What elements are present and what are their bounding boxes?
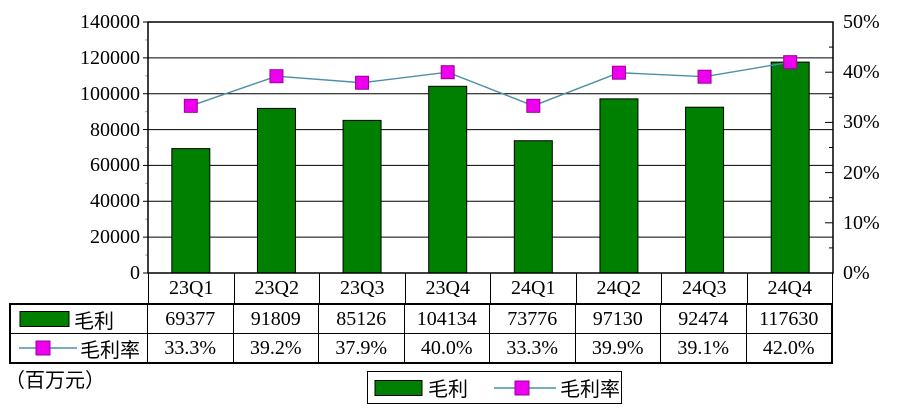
gross-profit-row-value-24Q3: 92474 [661,305,747,333]
legend-line-marker-swatch [494,379,556,397]
right-axis-tick-label: 40% [843,61,880,84]
right-axis-tick-label: 10% [843,211,880,234]
marker-24Q2 [611,65,626,80]
gross-profit-row: 毛利 69377 91809 85126 104134 73776 97130 92474 11… [11,305,831,333]
gross-margin-row: 毛利率 33.3% 39.2% 37.9% 40.0% 33.3% 39.9% 39.1% 42… [11,333,831,362]
right-axis-tick-label: 50% [843,11,880,33]
left-axis-tick-label: 60000 [90,154,140,177]
gross-margin-row-series-name: 毛利率 [80,339,140,362]
unit-label: （百万元） [5,370,105,392]
marker-23Q1 [183,98,198,113]
gross-margin-row-value-23Q3: 37.9% [319,334,405,362]
category-header-row: 23Q1 23Q2 23Q3 23Q4 24Q1 24Q2 24Q3 24Q4 [148,273,833,303]
gross-margin-row-label-cell: 毛利率 [11,334,148,362]
gross-margin-row-value-24Q3: 39.1% [661,334,747,362]
marker-23Q2 [269,69,284,84]
left-axis-tick-label: 20000 [90,226,140,249]
right-axis-tick-label: 20% [843,161,880,184]
category-cell-23Q1: 23Q1 [149,273,235,303]
left-axis-tick-label: 100000 [80,82,140,105]
category-cell-24Q3: 24Q3 [662,273,748,303]
bar-23Q2 [256,107,296,274]
legend-bar-swatch [374,379,424,397]
gross-margin-row-value-23Q1: 33.3% [148,334,234,362]
gross-margin-row-legend-key [19,339,77,357]
bar-24Q2 [599,98,639,274]
legend: 毛利 毛利率 [367,371,622,404]
category-cell-23Q3: 23Q3 [320,273,406,303]
gross-profit-row-legend-key [19,310,71,328]
gross-profit-row-value-23Q1: 69377 [148,305,234,333]
data-table: 毛利 69377 91809 85126 104134 73776 97130 92474 11… [9,303,833,364]
gross-profit-row-value-24Q4: 117630 [759,308,819,330]
category-cell-24Q4: 24Q4 [767,277,812,299]
legend-line-label: 毛利率 [560,379,620,401]
bar-23Q4 [428,85,468,274]
gross-profit-row-value-23Q3: 85126 [319,305,405,333]
category-cell-23Q2: 23Q2 [235,273,320,303]
gross-profit-row-series-name: 毛利 [74,310,114,333]
marker-24Q3 [697,69,712,84]
gross-profit-row-value-24Q2: 97130 [576,305,661,333]
gross-margin-row-value-24Q1: 33.3% [490,334,576,362]
gross-margin-row-value-23Q4: 40.0% [405,334,490,362]
gross-margin-row-value-24Q2: 39.9% [576,334,661,362]
plot-border [147,21,834,274]
left-axis-tick-label: 120000 [80,46,140,69]
right-axis-tick-label: 30% [843,111,880,134]
marker-23Q3 [355,75,370,90]
left-axis-tick-label: 140000 [80,11,140,33]
bar-24Q4 [770,61,810,274]
left-axis-tick-label: 80000 [90,118,140,141]
marker-23Q4 [440,65,455,80]
bar-24Q1 [513,140,553,274]
bar-23Q3 [342,119,382,274]
bar-23Q1 [171,148,211,274]
gross-margin-row-value-23Q2: 39.2% [234,334,319,362]
category-cell-23Q4: 23Q4 [406,273,491,303]
bar-24Q3 [685,106,725,274]
marker-24Q4 [783,55,798,70]
category-cell-24Q1: 24Q1 [491,273,577,303]
marker-24Q1 [526,98,541,113]
gross-margin-row-value-24Q4: 42.0% [762,337,815,359]
category-cell-24Q2: 24Q2 [577,273,662,303]
gross-profit-row-value-24Q1: 73776 [490,305,576,333]
left-axis-tick-label: 0 [130,262,140,284]
left-axis-tick-label: 40000 [90,190,140,213]
gross-profit-row-value-23Q2: 91809 [234,305,319,333]
gross-profit-row-value-23Q4: 104134 [405,305,490,333]
legend-bar-label: 毛利 [428,379,468,401]
gross-profit-row-label-cell: 毛利 [11,305,148,333]
margin-line [190,61,791,107]
right-axis-tick-label: 0% [843,262,870,284]
